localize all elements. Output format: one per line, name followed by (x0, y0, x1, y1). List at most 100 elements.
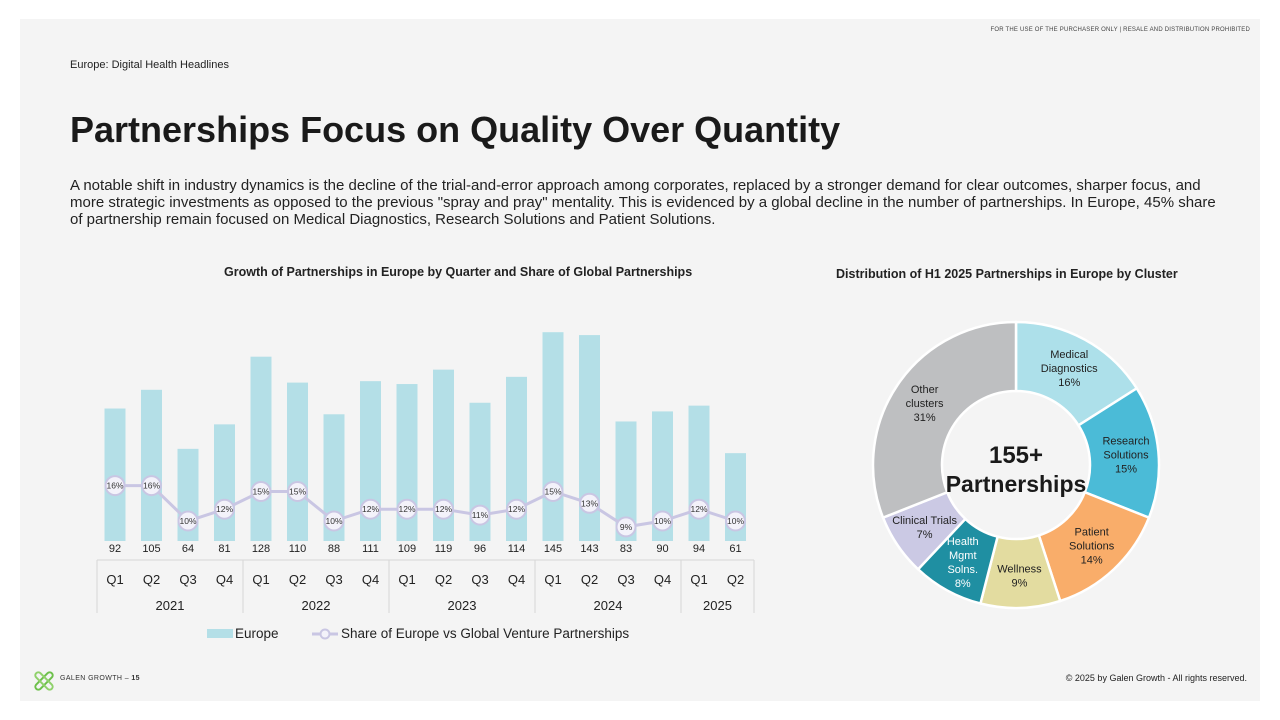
x-tick-label: Q3 (617, 572, 634, 587)
legend-label-share: Share of Europe vs Global Venture Partne… (341, 626, 629, 641)
donut-slice (871, 320, 1018, 520)
slide: FOR THE USE OF THE PURCHASER ONLY | RESA… (20, 19, 1260, 701)
share-label: 12% (435, 504, 452, 514)
donut-chart-title: Distribution of H1 2025 Partnerships in … (836, 267, 1178, 281)
bar-value-label: 94 (693, 543, 705, 555)
share-marker (725, 510, 746, 532)
share-marker (433, 498, 454, 520)
x-tick-label: Q1 (252, 572, 269, 587)
share-marker (214, 498, 235, 520)
donut-slice-label: Research Solutions 15% (1102, 436, 1149, 476)
bar (506, 376, 527, 541)
year-label: 2024 (594, 598, 623, 613)
bar-value-label: 61 (729, 543, 741, 555)
bar-value-label: 128 (252, 543, 270, 555)
share-marker (104, 475, 126, 497)
bar (287, 382, 308, 541)
bar-value-label: 64 (182, 543, 194, 555)
x-tick-label: Q2 (581, 572, 598, 587)
bar-value-label: 105 (142, 543, 160, 555)
share-label: 13% (581, 498, 598, 508)
share-label: 10% (325, 516, 342, 526)
share-marker (250, 481, 272, 502)
bar-value-label: 92 (109, 543, 121, 555)
x-tick-label: Q2 (727, 572, 744, 587)
x-tick-label: Q2 (289, 572, 306, 587)
bar-value-label: 110 (289, 543, 307, 555)
legend-label-europe: Europe (235, 626, 279, 641)
bar-value-label: 119 (435, 543, 453, 555)
share-label: 11% (472, 510, 489, 520)
x-tick-label: Q4 (216, 572, 233, 587)
donut-center-count: 155+ (989, 442, 1043, 469)
bar (433, 369, 454, 541)
donut-slice-label: Medical Diagnostics 16% (1041, 349, 1098, 389)
bar (141, 389, 162, 541)
x-tick-label: Q3 (179, 572, 196, 587)
donut-slice-label: Patient Solutions 14% (1069, 527, 1115, 567)
section-label: Europe: Digital Health Headlines (70, 59, 229, 71)
year-label: 2023 (448, 598, 477, 613)
x-tick-label: Q2 (435, 572, 452, 587)
bar (579, 335, 600, 541)
year-label: 2022 (302, 598, 331, 613)
share-marker (469, 504, 491, 526)
share-label: 10% (727, 516, 744, 526)
share-marker (615, 516, 637, 538)
donut-slice-label: Wellness 9% (997, 563, 1042, 589)
x-tick-label: Q2 (143, 572, 160, 587)
bar-value-label: 109 (398, 543, 416, 555)
legend-swatch-europe (207, 629, 233, 638)
bar-value-label: 88 (328, 543, 340, 555)
share-label: 12% (398, 504, 415, 514)
share-label: 15% (252, 487, 269, 497)
share-label: 12% (508, 504, 525, 514)
donut-chart: Medical Diagnostics 16% Research Solutions 15… (871, 320, 1161, 610)
footer-page-number: 15 (131, 675, 140, 682)
share-label: 10% (179, 516, 196, 526)
page-title: Partnerships Focus on Quality Over Quant… (70, 109, 841, 150)
donut-slice-label: Clinical Trials 7% (892, 515, 957, 541)
share-label: 15% (544, 487, 561, 497)
share-marker (360, 498, 381, 520)
bar-chart-title: Growth of Partnerships in Europe by Quar… (224, 265, 693, 279)
x-tick-label: Q4 (508, 572, 525, 587)
x-tick-label: Q3 (471, 572, 488, 587)
bar-chart: 16% 16% 10% 12% 15% 15% 10% 12% 12% 12% 11% 12% 15% 1… (96, 332, 755, 641)
x-tick-label: Q1 (106, 572, 123, 587)
share-marker (396, 498, 418, 520)
disclaimer: FOR THE USE OF THE PURCHASER ONLY | RESA… (990, 27, 1250, 33)
x-tick-label: Q1 (690, 572, 707, 587)
x-tick-label: Q1 (398, 572, 415, 587)
bar (104, 408, 126, 541)
donut-center-caption: Partnerships (946, 471, 1087, 497)
share-label: 10% (654, 516, 671, 526)
share-marker (177, 510, 199, 532)
year-label: 2021 (156, 598, 185, 613)
share-marker (688, 498, 710, 520)
share-marker (506, 498, 527, 520)
footer-brand-name: GALEN GROWTH (60, 675, 123, 682)
share-label: 16% (143, 481, 160, 491)
donut-slice-label: Other clusters 31% (906, 384, 944, 424)
bar-value-label: 83 (620, 543, 632, 555)
x-tick-label: Q4 (654, 572, 671, 587)
share-marker (652, 510, 673, 532)
bar-value-label: 145 (544, 543, 562, 555)
bar-value-label: 81 (218, 543, 230, 555)
share-label: 15% (289, 487, 306, 497)
share-marker (141, 475, 162, 497)
donut-slice-label: Health Mgmt Solns. 8% (947, 536, 979, 590)
share-marker (542, 481, 564, 502)
bar (615, 421, 637, 541)
bar-value-label: 96 (474, 543, 486, 555)
bar (652, 411, 673, 541)
bar-value-label: 90 (656, 543, 668, 555)
bar-value-label: 114 (508, 543, 526, 555)
x-tick-label: Q4 (362, 572, 379, 587)
x-tick-label: Q3 (325, 572, 342, 587)
legend-marker-share (319, 628, 331, 640)
share-marker (323, 510, 345, 532)
footer-copyright: © 2025 by Galen Growth - All rights rese… (1065, 673, 1247, 683)
share-label: 12% (362, 504, 379, 514)
